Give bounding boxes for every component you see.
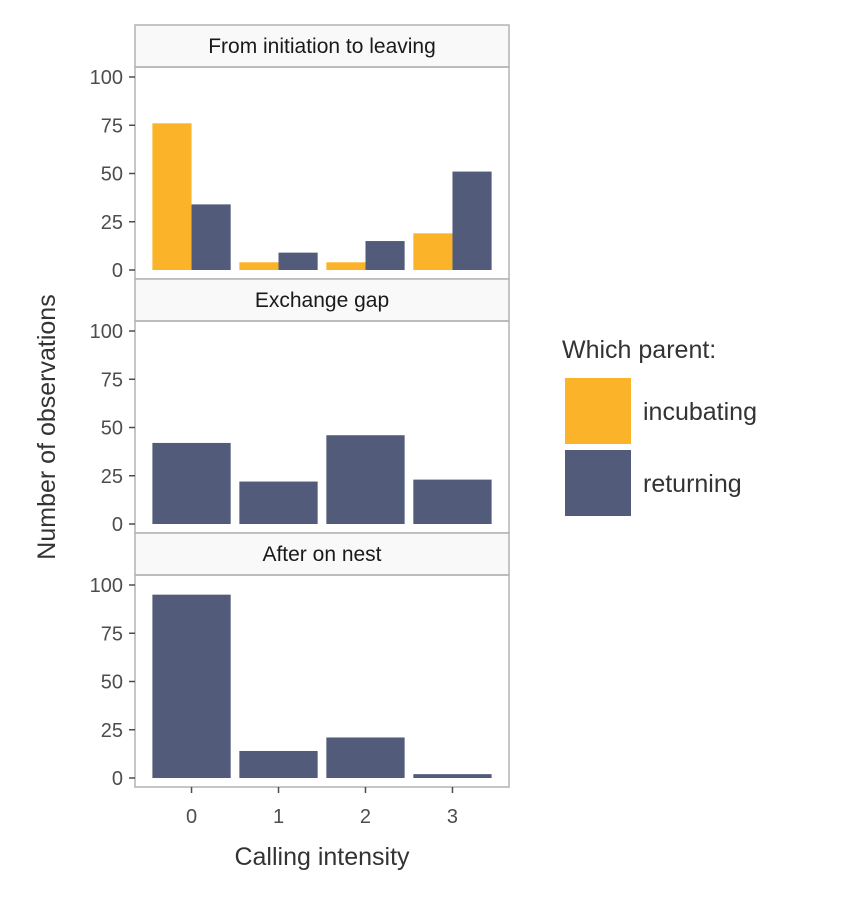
bar-incubating-0	[152, 123, 192, 270]
bar-returning-2	[326, 435, 405, 524]
bar-returning-3	[452, 171, 492, 270]
bar-returning-0	[152, 442, 231, 524]
x-axis: 0 1 2 3	[186, 787, 458, 828]
y-tick-label: 100	[90, 575, 123, 597]
y-tick-label: 75	[101, 623, 123, 645]
x-tick-label: 2	[360, 806, 371, 828]
panel-1: From initiation to leaving 0 25 50 75 100	[90, 24, 510, 282]
chart-panels: From initiation to leaving0255075100Exch…	[90, 24, 510, 790]
bar-returning-1	[239, 481, 318, 524]
panel-title: Exchange gap	[255, 289, 389, 312]
legend-swatch-incubating	[565, 378, 631, 444]
legend-title: Which parent:	[562, 336, 716, 364]
legend-label-returning: returning	[643, 470, 742, 498]
y-tick-label: 25	[101, 466, 123, 488]
x-tick-label: 3	[447, 806, 458, 828]
bar-returning-2	[326, 737, 405, 778]
bar-incubating-3	[413, 233, 453, 270]
y-tick-label: 50	[101, 164, 123, 186]
panel-title: From initiation to leaving	[208, 35, 436, 58]
bar-returning-2	[365, 241, 405, 270]
x-axis-title: Calling intensity	[234, 843, 410, 871]
panel-strip	[134, 24, 510, 68]
y-tick-label: 100	[90, 321, 123, 343]
y-axis-title: Number of observations	[33, 294, 61, 559]
y-tick-label: 0	[112, 514, 123, 536]
panel-strip	[134, 532, 510, 576]
y-tick-label: 75	[101, 369, 123, 391]
y-tick-label: 0	[112, 768, 123, 790]
legend-swatch-returning	[565, 450, 631, 516]
panel-strip	[134, 278, 510, 322]
y-tick-label: 100	[90, 67, 123, 89]
panel-2: Exchange gap 0 25 50 75 100	[90, 278, 510, 536]
y-tick-label: 75	[101, 115, 123, 137]
panel-3: After on nest 0 25 50 75 100	[90, 532, 510, 790]
y-tick-label: 25	[101, 212, 123, 234]
bar-returning-0	[191, 204, 231, 270]
y-tick-label: 50	[101, 418, 123, 440]
bar-returning-0	[152, 594, 231, 778]
x-tick-label: 1	[273, 806, 284, 828]
bar-returning-1	[239, 750, 318, 778]
legend-label-incubating: incubating	[643, 398, 757, 426]
bar-returning-3	[413, 774, 492, 778]
bar-incubating-2	[326, 262, 366, 270]
bar-returning-3	[413, 479, 492, 524]
bar-returning-1	[278, 252, 318, 270]
y-tick-label: 25	[101, 720, 123, 742]
legend: Which parent: incubating returning	[562, 336, 757, 516]
x-tick-label: 0	[186, 806, 197, 828]
panel-title: After on nest	[262, 543, 381, 566]
bar-incubating-1	[239, 262, 279, 270]
y-tick-label: 0	[112, 260, 123, 282]
y-tick-label: 50	[101, 672, 123, 694]
